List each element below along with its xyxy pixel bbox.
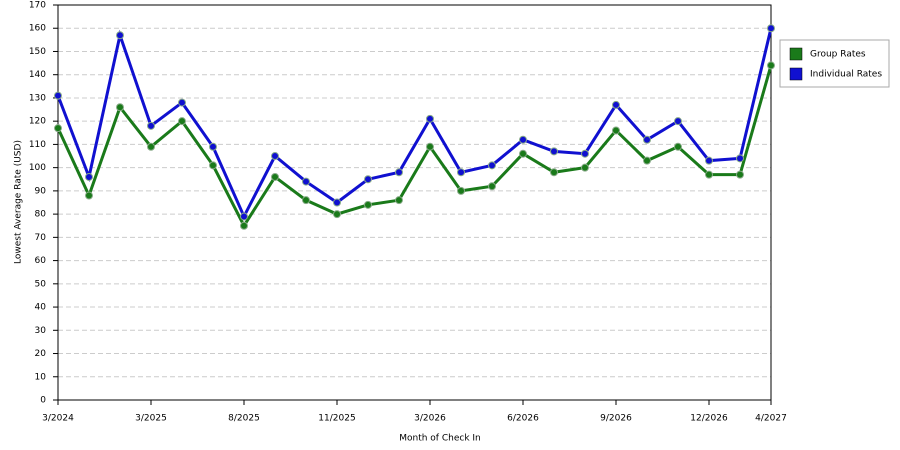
point — [519, 149, 527, 158]
legend-label: Group Rates — [810, 50, 866, 60]
point — [488, 182, 496, 191]
plot-frame — [57, 4, 772, 401]
point — [209, 161, 217, 170]
point — [364, 200, 372, 209]
y-tick-label: 120 — [29, 117, 46, 127]
point — [240, 221, 248, 230]
series-line — [56, 27, 773, 220]
point — [705, 170, 713, 179]
y-tick-label: 130 — [29, 93, 46, 103]
point — [85, 191, 93, 200]
point — [178, 117, 186, 126]
y-tick-label: 90 — [35, 186, 47, 196]
point — [147, 142, 155, 151]
point — [85, 172, 93, 181]
point — [116, 103, 124, 112]
legend-swatch — [789, 67, 803, 81]
y-tick-label: 150 — [29, 47, 46, 57]
x-tick-label: 6/2026 — [507, 414, 539, 424]
x-tick-label: 11/2025 — [318, 414, 355, 424]
point — [736, 154, 744, 163]
y-tick-label: 160 — [29, 24, 46, 34]
point — [457, 168, 465, 177]
x-tick-label: 4/2027 — [755, 414, 787, 424]
y-tick-label: 170 — [29, 1, 46, 11]
point — [178, 98, 186, 107]
y-tick-label: 80 — [35, 210, 47, 220]
x-tick-label: 3/2025 — [135, 414, 167, 424]
point — [767, 61, 775, 70]
point — [643, 156, 651, 165]
point — [581, 163, 589, 172]
point — [302, 196, 310, 205]
y-tick-label: 10 — [35, 372, 47, 382]
point — [426, 142, 434, 151]
point — [519, 135, 527, 144]
point — [550, 147, 558, 156]
point — [209, 142, 217, 151]
y-tick-label: 70 — [35, 233, 47, 243]
point — [488, 161, 496, 170]
point — [333, 198, 341, 207]
point — [674, 142, 682, 151]
point — [674, 117, 682, 126]
y-tick-label: 60 — [35, 256, 47, 266]
y-tick-label: 140 — [29, 70, 46, 80]
point — [426, 114, 434, 123]
series-line — [56, 65, 773, 229]
point — [736, 170, 744, 179]
point — [705, 156, 713, 165]
point — [395, 168, 403, 177]
point — [240, 212, 248, 221]
y-tick-label: 100 — [29, 163, 46, 173]
point — [395, 196, 403, 205]
legend-swatch — [789, 47, 803, 61]
y-tick-label: 40 — [35, 303, 47, 313]
point — [364, 175, 372, 184]
x-tick-label: 3/2026 — [414, 414, 446, 424]
y-axis-label: Lowest Average Rate (USD) — [14, 140, 24, 264]
y-tick-label: 0 — [40, 396, 46, 406]
point — [54, 124, 62, 133]
x-tick-label: 3/2024 — [42, 414, 74, 424]
x-axis-label: Month of Check In — [399, 434, 481, 444]
point — [147, 121, 155, 130]
x-tick-label: 12/2026 — [690, 414, 728, 424]
point — [271, 152, 279, 161]
y-tick-label: 110 — [29, 140, 46, 150]
point — [54, 91, 62, 100]
point — [116, 31, 124, 40]
legend-label: Individual Rates — [810, 70, 882, 80]
point — [612, 126, 620, 135]
point — [457, 186, 465, 195]
y-tick-label: 20 — [35, 349, 47, 359]
x-tick-label: 8/2025 — [228, 414, 260, 424]
point — [612, 100, 620, 109]
point — [643, 135, 651, 144]
point — [581, 149, 589, 158]
x-tick-label: 9/2026 — [600, 414, 632, 424]
y-tick-label: 30 — [35, 326, 47, 336]
point — [333, 210, 341, 219]
y-tick-label: 50 — [35, 279, 47, 289]
point — [550, 168, 558, 177]
point — [271, 172, 279, 181]
point — [302, 177, 310, 186]
point — [767, 24, 775, 33]
